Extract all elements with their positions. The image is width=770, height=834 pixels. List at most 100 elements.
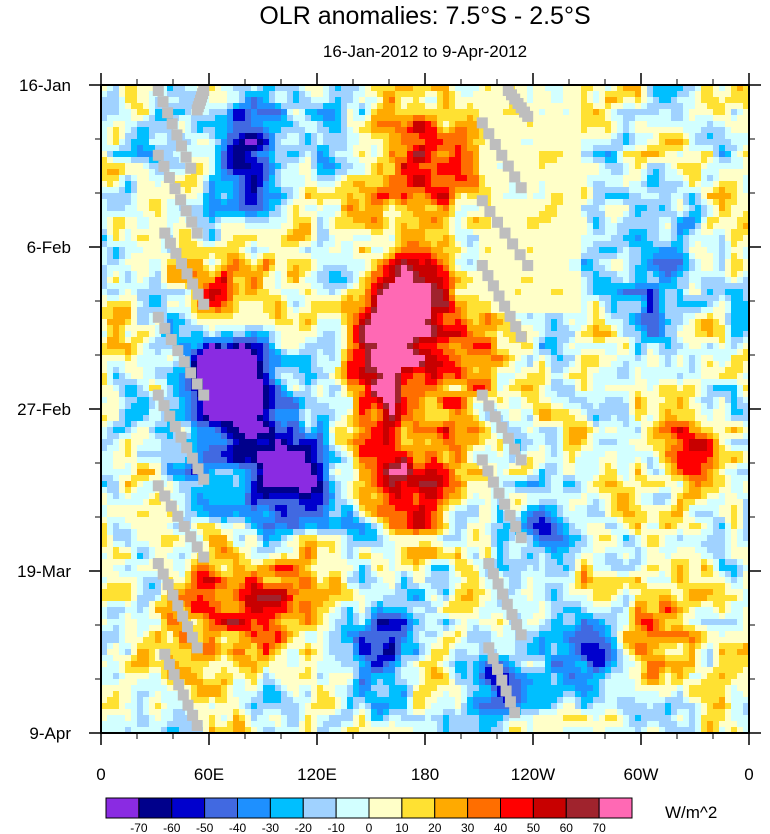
heatmap-cell <box>233 277 240 284</box>
heatmap-cell <box>317 271 324 278</box>
heatmap-cell <box>443 349 450 356</box>
heatmap-cell <box>167 223 174 230</box>
heatmap-cell <box>155 361 162 368</box>
heatmap-cell <box>305 247 312 254</box>
heatmap-cell <box>311 115 318 122</box>
heatmap-cell <box>503 217 510 224</box>
heatmap-cell <box>305 103 312 110</box>
heatmap-cell <box>641 241 648 248</box>
heatmap-cell <box>329 235 336 242</box>
heatmap-cell <box>191 151 198 158</box>
heatmap-cell <box>539 283 546 290</box>
heatmap-cell <box>287 253 294 260</box>
heatmap-cell <box>491 271 498 278</box>
heatmap-cell <box>395 199 402 206</box>
heatmap-cell <box>641 229 648 236</box>
heatmap-cell <box>719 325 726 332</box>
heatmap-cell <box>113 217 120 224</box>
heatmap-cell <box>137 271 144 278</box>
heatmap-cell <box>437 241 444 248</box>
heatmap-cell <box>503 187 510 194</box>
heatmap-cell <box>533 97 540 104</box>
heatmap-cell <box>593 253 600 260</box>
heatmap-cell <box>245 259 252 266</box>
heatmap-cell <box>353 247 360 254</box>
heatmap-cell <box>119 259 126 266</box>
heatmap-cell <box>119 163 126 170</box>
heatmap-cell <box>335 289 342 296</box>
heatmap-cell <box>107 199 114 206</box>
heatmap-cell <box>137 199 144 206</box>
heatmap-cell <box>179 115 186 122</box>
heatmap-cell <box>695 217 702 224</box>
heatmap-cell <box>437 301 444 308</box>
heatmap-cell <box>179 277 186 284</box>
heatmap-cell <box>713 271 720 278</box>
heatmap-cell <box>473 91 480 98</box>
heatmap-cell <box>257 247 264 254</box>
heatmap-cell <box>449 139 456 146</box>
heatmap-cell <box>563 337 570 344</box>
heatmap-cell <box>569 337 576 344</box>
heatmap-cell <box>239 181 246 188</box>
heatmap-cell <box>455 157 462 164</box>
heatmap-cell <box>275 313 282 320</box>
heatmap-cell <box>563 205 570 212</box>
heatmap-cell <box>227 109 234 116</box>
heatmap-cell <box>113 121 120 128</box>
heatmap-cell <box>281 223 288 230</box>
heatmap-cell <box>593 91 600 98</box>
heatmap-cell <box>437 175 444 182</box>
heatmap-cell <box>257 229 264 236</box>
heatmap-cell <box>485 289 492 296</box>
heatmap-cell <box>509 307 516 314</box>
heatmap-cell <box>383 121 390 128</box>
heatmap-cell <box>545 217 552 224</box>
heatmap-cell <box>683 211 690 218</box>
heatmap-cell <box>461 163 468 170</box>
heatmap-cell <box>383 289 390 296</box>
heatmap-cell <box>659 319 666 326</box>
heatmap-cell <box>395 301 402 308</box>
heatmap-cell <box>263 133 270 140</box>
heatmap-cell <box>227 331 234 338</box>
heatmap-cell <box>251 295 258 302</box>
heatmap-cell <box>617 283 624 290</box>
heatmap-cell <box>599 259 606 266</box>
heatmap-cell <box>305 349 312 356</box>
heatmap-cell <box>611 115 618 122</box>
heatmap-cell <box>287 151 294 158</box>
heatmap-cell <box>731 145 738 152</box>
heatmap-cell <box>233 313 240 320</box>
heatmap-cell <box>635 115 642 122</box>
heatmap-cell <box>731 91 738 98</box>
heatmap-cell <box>539 265 546 272</box>
heatmap-cell <box>257 295 264 302</box>
heatmap-cell <box>359 355 366 362</box>
heatmap-cell <box>683 289 690 296</box>
heatmap-cell <box>347 289 354 296</box>
heatmap-cell <box>269 181 276 188</box>
heatmap-cell <box>605 103 612 110</box>
heatmap-cell <box>461 187 468 194</box>
heatmap-cell <box>377 283 384 290</box>
heatmap-cell <box>665 193 672 200</box>
heatmap-cell <box>443 91 450 98</box>
heatmap-cell <box>173 307 180 314</box>
heatmap-cell <box>377 109 384 116</box>
heatmap-cell <box>743 337 749 344</box>
heatmap-cell <box>107 175 114 182</box>
heatmap-cell <box>653 355 660 362</box>
heatmap-cell <box>659 181 666 188</box>
heatmap-cell <box>455 181 462 188</box>
heatmap-cell <box>251 211 258 218</box>
heatmap-cell <box>101 127 108 134</box>
heatmap-cell <box>113 343 120 350</box>
heatmap-cell <box>347 301 354 308</box>
heatmap-cell <box>719 91 726 98</box>
heatmap-cell <box>263 109 270 116</box>
heatmap-cell <box>623 205 630 212</box>
heatmap-cell <box>599 157 606 164</box>
heatmap-cell <box>431 115 438 122</box>
heatmap-cell <box>707 199 714 206</box>
